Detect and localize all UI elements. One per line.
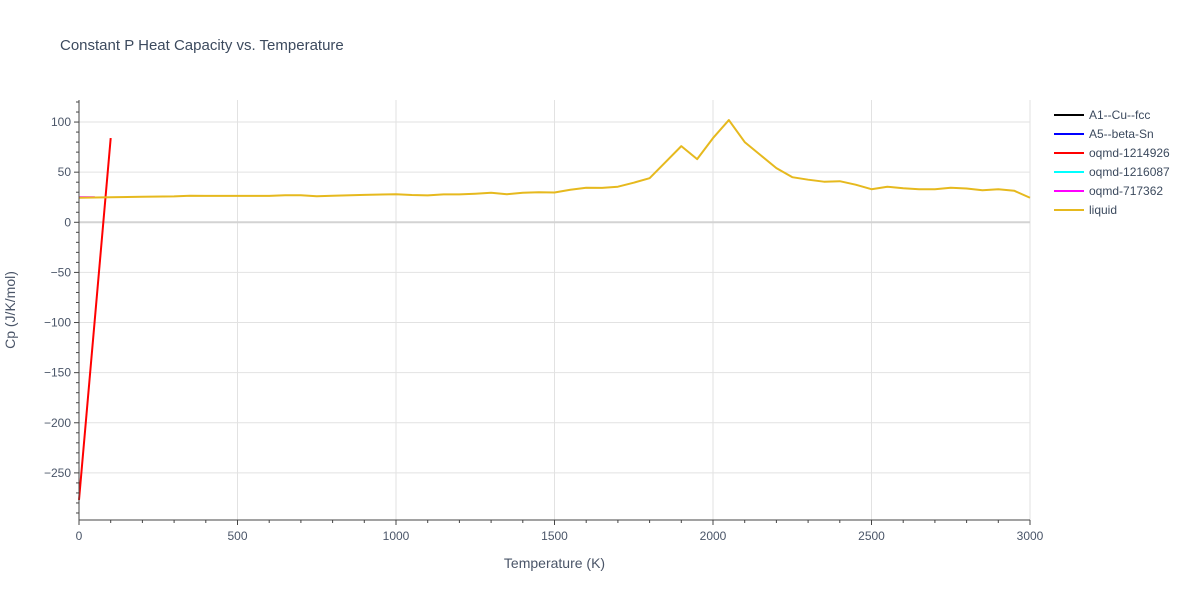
legend-item[interactable]: oqmd-717362 xyxy=(1054,184,1163,198)
y-tick-label: −250 xyxy=(44,466,71,480)
y-tick-label: −100 xyxy=(44,316,71,330)
y-tick-label: 100 xyxy=(51,115,71,129)
x-axis-title: Temperature (K) xyxy=(504,555,605,571)
legend-label: liquid xyxy=(1089,203,1117,217)
x-tick-label: 3000 xyxy=(1017,529,1044,543)
series-line-liquid xyxy=(78,119,1031,199)
legend-item[interactable]: A5--beta-Sn xyxy=(1054,127,1154,141)
x-tick-label: 0 xyxy=(76,529,83,543)
chart-title: Constant P Heat Capacity vs. Temperature xyxy=(60,37,344,54)
x-tick-label: 1000 xyxy=(383,529,410,543)
series-lines xyxy=(78,119,1031,501)
legend-label: oqmd-717362 xyxy=(1089,184,1163,198)
legend-item[interactable]: liquid xyxy=(1054,203,1117,217)
y-tick-label: 0 xyxy=(64,215,71,229)
axes: 0 500 1000 1500 2000 2500 3000100500−50−100−15… xyxy=(44,100,1044,543)
x-tick-label: 500 xyxy=(227,529,247,543)
legend[interactable]: A1--Cu--fcc A5--beta-Sn oqmd-1214926 oqmd-1… xyxy=(1054,108,1170,217)
y-axis-title: Cp (J/K/mol) xyxy=(2,271,18,349)
y-tick-label: −200 xyxy=(44,416,71,430)
legend-item[interactable]: A1--Cu--fcc xyxy=(1054,108,1150,122)
x-tick-label: 2000 xyxy=(700,529,727,543)
legend-label: oqmd-1216087 xyxy=(1089,165,1170,179)
y-tick-label: 50 xyxy=(58,165,72,179)
legend-item[interactable]: oqmd-1214926 xyxy=(1054,146,1170,160)
series-line-oqmd-1214926 xyxy=(78,138,112,501)
legend-item[interactable]: oqmd-1216087 xyxy=(1054,165,1170,179)
grid-lines xyxy=(79,100,1031,520)
legend-label: A1--Cu--fcc xyxy=(1089,108,1150,122)
legend-label: oqmd-1214926 xyxy=(1089,146,1170,160)
x-tick-label: 2500 xyxy=(858,529,885,543)
x-tick-label: 1500 xyxy=(541,529,568,543)
y-tick-label: −50 xyxy=(51,265,72,279)
y-tick-label: −150 xyxy=(44,366,71,380)
legend-label: A5--beta-Sn xyxy=(1089,127,1154,141)
